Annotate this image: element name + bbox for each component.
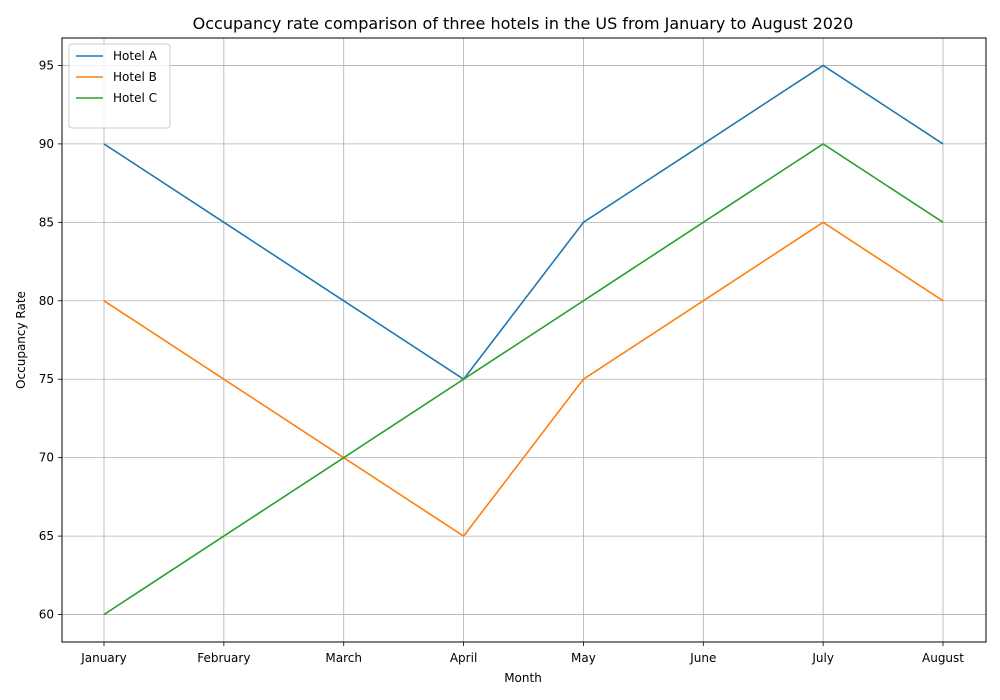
chart-title: Occupancy rate comparison of three hotel… xyxy=(193,14,854,33)
legend-label-hotel-b: Hotel B xyxy=(113,70,157,84)
x-tick-label: February xyxy=(197,651,250,665)
series-line-hotel-a xyxy=(103,64,944,381)
x-tick-label: June xyxy=(689,651,716,665)
legend-label-hotel-c: Hotel C xyxy=(113,91,157,105)
legend: Hotel A Hotel B Hotel C xyxy=(68,43,171,129)
y-tick-label: 80 xyxy=(39,294,54,308)
series-line-hotel-c xyxy=(103,143,944,616)
plot-frame xyxy=(61,37,987,643)
y-axis-ticks: 60 65 70 75 80 85 90 95 xyxy=(39,58,62,622)
y-tick-label: 95 xyxy=(39,58,54,72)
x-axis-ticks: January February March April May June July Augu… xyxy=(80,642,964,665)
series-lines xyxy=(103,64,944,616)
y-tick-label: 70 xyxy=(39,451,54,465)
x-tick-label: August xyxy=(922,651,964,665)
y-tick-label: 75 xyxy=(39,372,54,386)
y-tick-label: 90 xyxy=(39,137,54,151)
y-tick-label: 60 xyxy=(39,608,54,622)
series-line-hotel-b xyxy=(103,221,944,537)
y-axis-title: Occupancy Rate xyxy=(14,291,28,389)
legend-label-hotel-a: Hotel A xyxy=(113,49,158,63)
x-tick-label: July xyxy=(811,651,834,665)
y-tick-label: 65 xyxy=(39,529,54,543)
x-tick-label: January xyxy=(80,651,127,665)
x-tick-label: March xyxy=(325,651,362,665)
x-axis-title: Month xyxy=(504,671,542,685)
legend-box xyxy=(68,43,171,129)
y-tick-label: 85 xyxy=(39,215,54,229)
x-tick-label: May xyxy=(571,651,596,665)
x-tick-label: April xyxy=(450,651,477,665)
